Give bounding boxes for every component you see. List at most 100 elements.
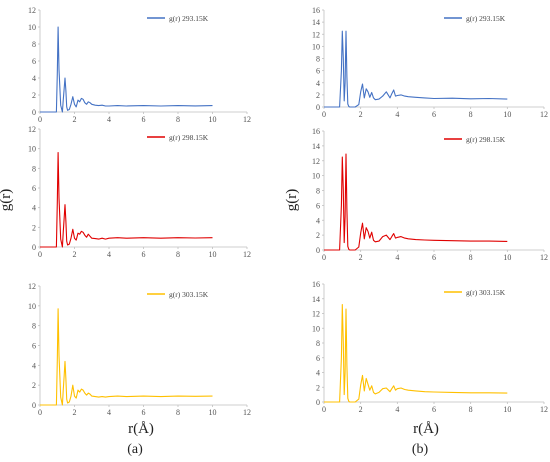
y-tick-label: 14 [312, 18, 320, 27]
x-tick-label: 0 [322, 405, 326, 414]
x-tick-label: 2 [73, 408, 77, 417]
y-tick-label: 8 [32, 322, 36, 331]
x-tick-label: 0 [322, 110, 326, 119]
y-tick-label: 0 [316, 398, 320, 407]
y-tick-label: 12 [312, 157, 320, 166]
x-tick-label: 12 [540, 253, 548, 262]
chart-panel-4: 0 2 4 6 8 10 12 14 16 0 2 4 6 8 10 12 g(r) 298.15K [312, 127, 548, 262]
panel-label-b: (b) [412, 442, 429, 457]
y-tick-label: 4 [316, 79, 320, 88]
x-tick-label: 4 [395, 253, 399, 262]
chart-panel-5: 0 2 4 6 8 10 12 0 2 4 6 8 10 12 g(r) 303.15K [28, 282, 251, 417]
x-tick-label: 10 [503, 110, 511, 119]
x-axis-label-right: r(Å) [413, 421, 439, 437]
legend-label: g(r) 298.15K [466, 135, 506, 144]
x-tick-label: 4 [395, 405, 399, 414]
x-tick-label: 10 [503, 405, 511, 414]
y-tick-label: 14 [312, 295, 320, 304]
y-tick-label: 0 [32, 401, 36, 410]
y-tick-label: 8 [316, 187, 320, 196]
y-tick-label: 10 [28, 302, 36, 311]
x-tick-label: 4 [107, 250, 111, 259]
x-tick-label: 6 [432, 405, 436, 414]
y-tick-label: 10 [312, 324, 320, 333]
y-tick-label: 8 [32, 40, 36, 49]
x-tick-label: 12 [540, 405, 548, 414]
y-tick-label: 16 [312, 6, 320, 15]
y-tick-label: 12 [28, 6, 36, 15]
x-tick-label: 8 [469, 405, 473, 414]
y-tick-label: 14 [312, 142, 320, 151]
x-tick-label: 10 [503, 253, 511, 262]
legend-label: g(r) 293.15K [466, 14, 506, 23]
y-tick-label: 2 [32, 223, 36, 232]
x-tick-label: 0 [38, 250, 42, 259]
chart-panel-1: 0 2 4 6 8 10 12 0 2 4 6 8 10 12 g(r) 293.15K [28, 6, 251, 124]
x-tick-label: 8 [176, 115, 180, 124]
legend-label: g(r) 298.15K [169, 133, 209, 142]
chart-panel-2: 0 2 4 6 8 10 12 14 16 0 2 4 6 8 10 12 g(r) 293.15K [312, 6, 548, 119]
y-tick-label: 12 [28, 125, 36, 134]
x-tick-label: 4 [395, 110, 399, 119]
y-tick-label: 6 [32, 184, 36, 193]
y-axis-label-right: g(r) [284, 189, 300, 212]
y-tick-label: 10 [312, 172, 320, 181]
x-tick-label: 8 [176, 408, 180, 417]
x-tick-label: 10 [209, 250, 217, 259]
y-tick-label: 4 [32, 74, 36, 83]
series-line [324, 153, 508, 251]
chart-panel-3: 0 2 4 6 8 10 12 0 2 4 6 8 10 12 g(r) 298.15K [28, 125, 251, 259]
x-tick-label: 2 [359, 253, 363, 262]
x-axis-label-left: r(Å) [128, 421, 154, 437]
series-line [324, 304, 508, 403]
x-tick-label: 6 [142, 408, 146, 417]
y-tick-label: 0 [32, 108, 36, 117]
x-tick-label: 10 [209, 408, 217, 417]
legend-label: g(r) 293.15K [169, 14, 209, 23]
x-tick-label: 4 [107, 115, 111, 124]
y-tick-label: 0 [316, 246, 320, 255]
y-tick-label: 8 [316, 55, 320, 64]
x-tick-label: 6 [142, 115, 146, 124]
y-tick-label: 6 [316, 67, 320, 76]
y-tick-label: 4 [316, 369, 320, 378]
x-tick-label: 10 [209, 115, 217, 124]
legend-label: g(r) 303.15K [466, 288, 506, 297]
series-line [324, 30, 508, 108]
y-tick-label: 16 [312, 280, 320, 289]
x-tick-label: 8 [469, 253, 473, 262]
y-tick-label: 2 [316, 231, 320, 240]
y-tick-label: 2 [316, 91, 320, 100]
x-tick-label: 2 [359, 405, 363, 414]
x-tick-label: 0 [38, 408, 42, 417]
y-tick-label: 0 [32, 243, 36, 252]
series-line [40, 26, 213, 113]
x-tick-label: 6 [432, 253, 436, 262]
x-tick-label: 12 [243, 115, 251, 124]
x-tick-label: 8 [469, 110, 473, 119]
x-tick-label: 0 [38, 115, 42, 124]
series-line [40, 308, 213, 406]
panel-label-a: (a) [127, 442, 143, 457]
y-tick-label: 2 [32, 381, 36, 390]
x-tick-label: 2 [73, 115, 77, 124]
chart-panel-6: 0 2 4 6 8 10 12 14 16 0 2 4 6 8 10 12 g(r) 303.15K [312, 280, 548, 414]
y-tick-label: 0 [316, 103, 320, 112]
x-tick-label: 6 [142, 250, 146, 259]
y-tick-label: 4 [32, 204, 36, 213]
y-tick-label: 6 [32, 342, 36, 351]
y-tick-label: 4 [32, 361, 36, 370]
y-tick-label: 12 [312, 310, 320, 319]
y-axis-label-left: g(r) [0, 189, 14, 212]
x-tick-label: 4 [107, 408, 111, 417]
y-tick-label: 12 [28, 282, 36, 291]
y-tick-label: 6 [316, 201, 320, 210]
y-tick-label: 16 [312, 127, 320, 136]
x-tick-label: 12 [243, 408, 251, 417]
y-tick-label: 4 [316, 216, 320, 225]
legend-label: g(r) 303.15K [169, 290, 209, 299]
y-tick-label: 10 [28, 23, 36, 32]
series-line [40, 152, 213, 248]
